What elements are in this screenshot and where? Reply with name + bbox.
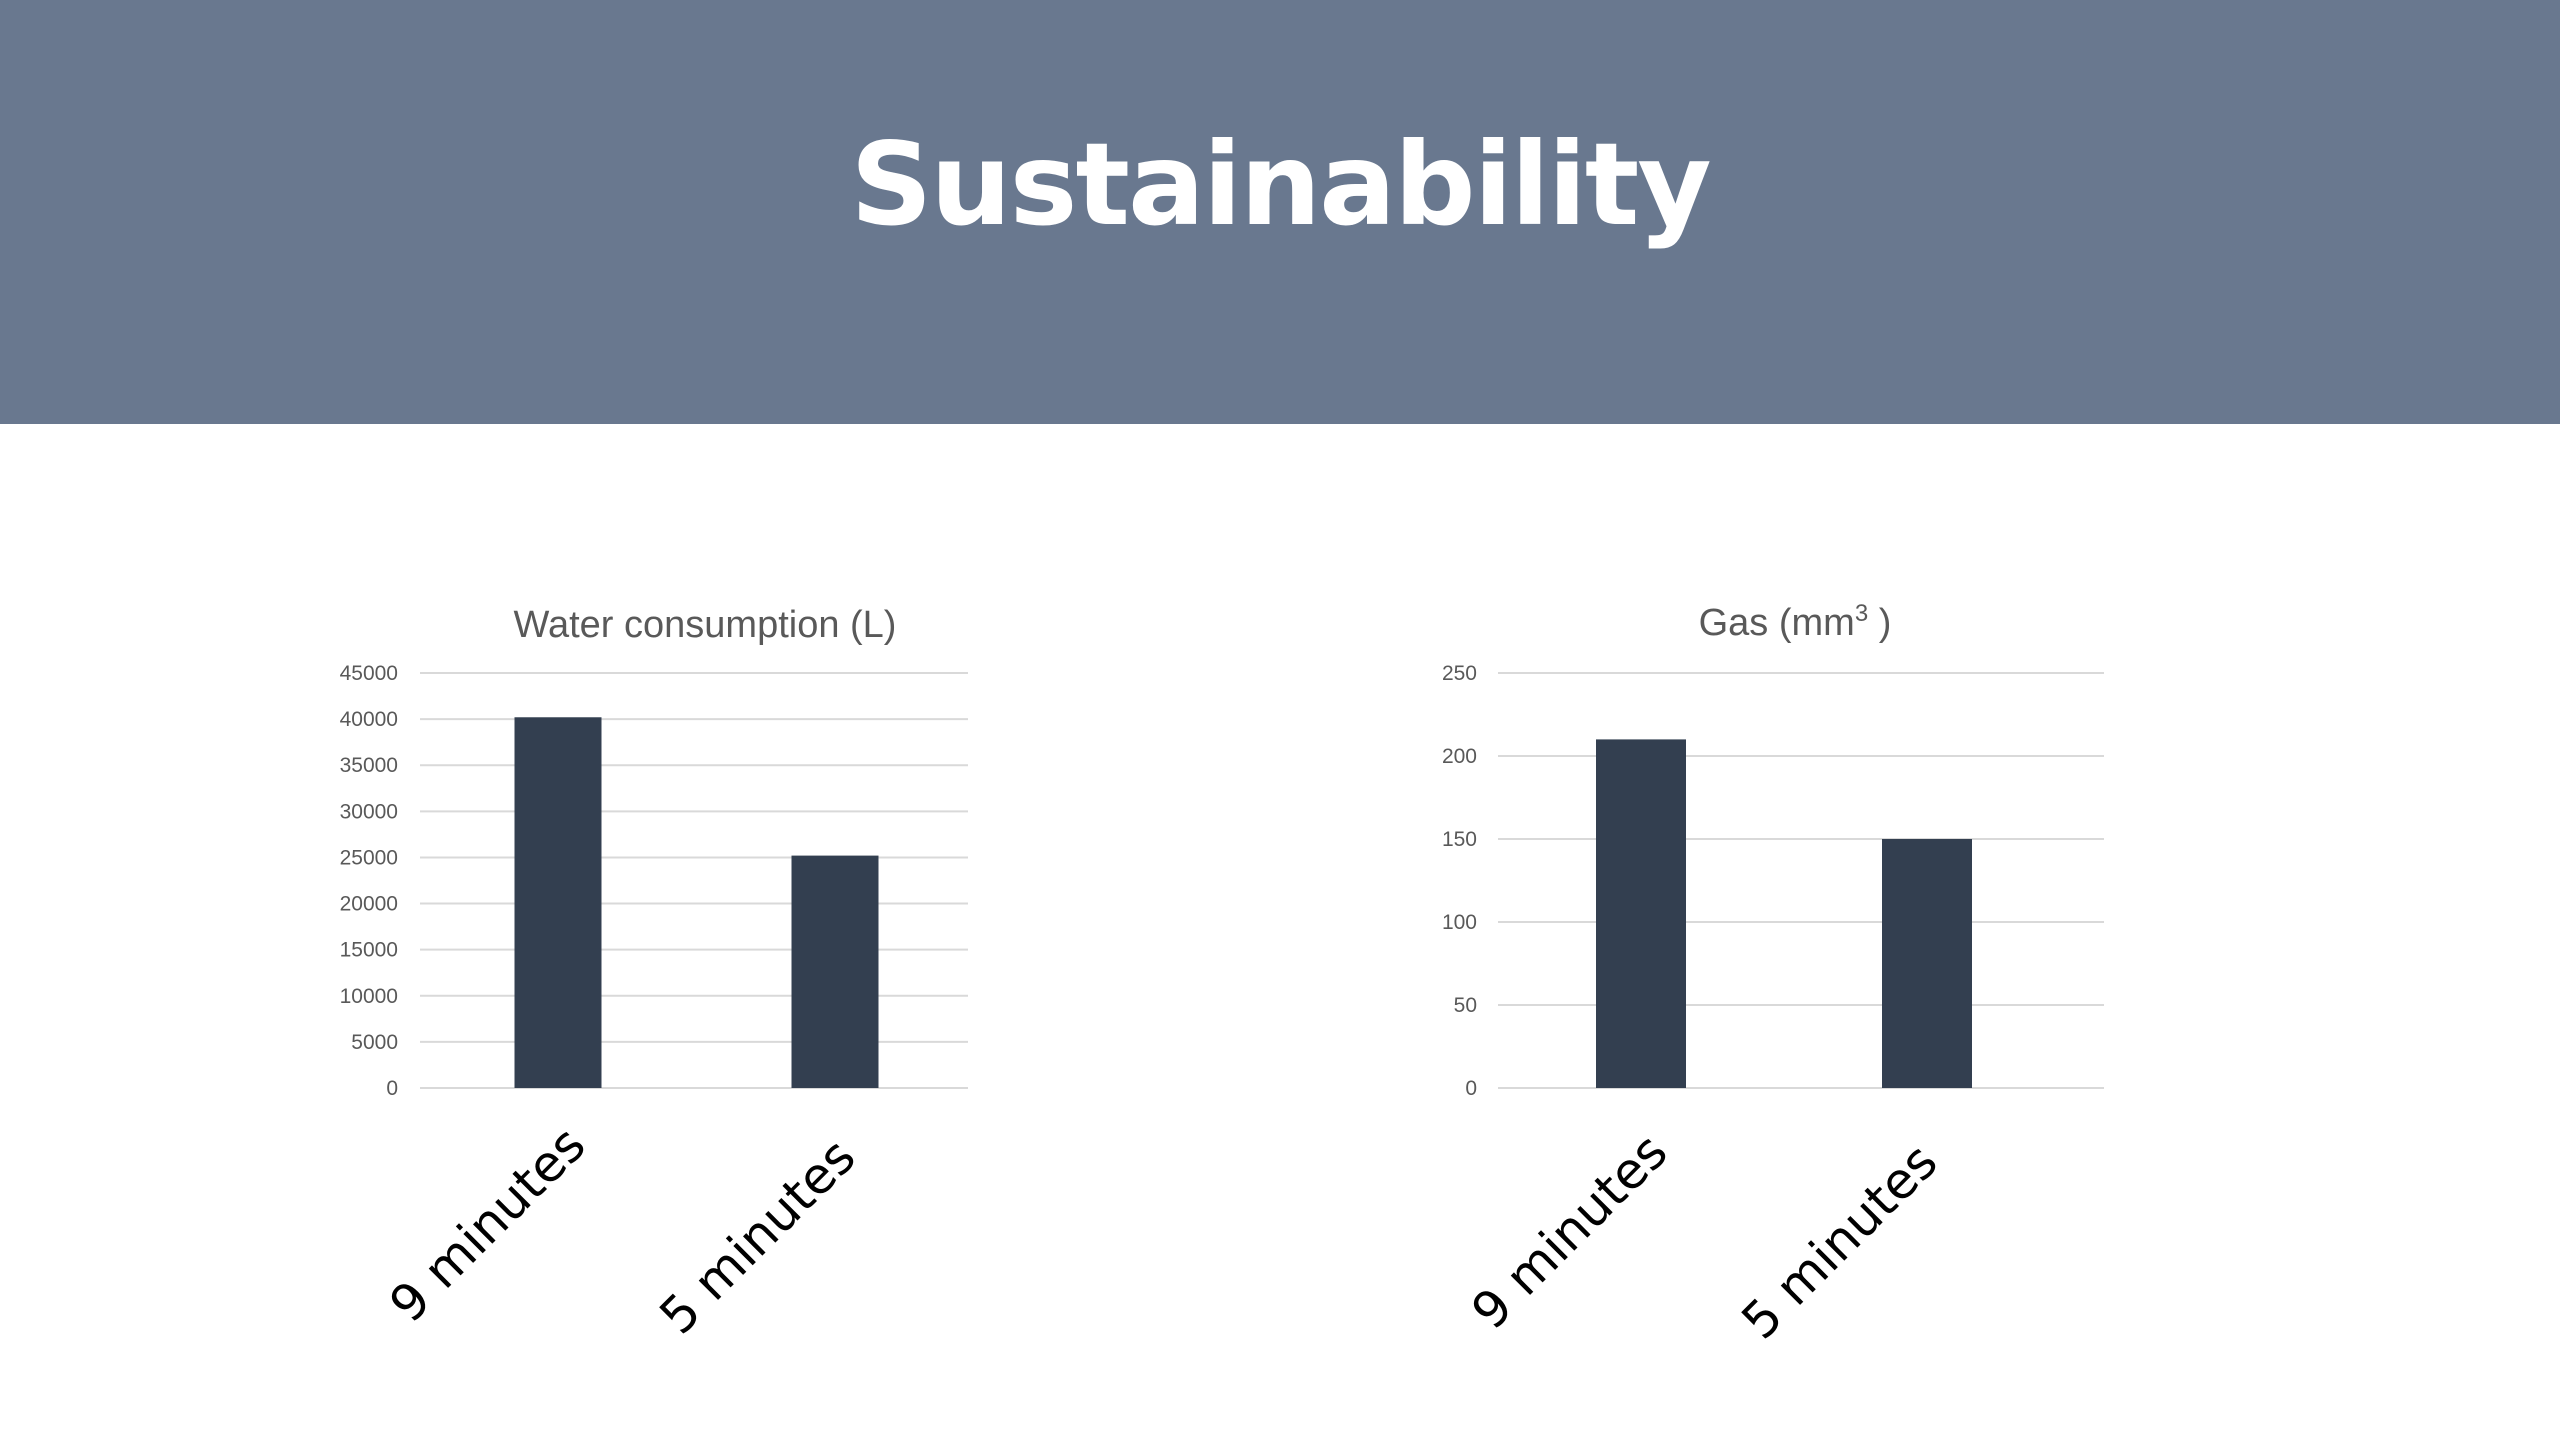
- water-tick-label-7: 35000: [340, 754, 398, 777]
- gas-tick-label-5: 250: [1442, 662, 1477, 685]
- gas-chart-bars: [1596, 739, 1972, 1088]
- water-chart-gridlines: [420, 672, 968, 1089]
- water-tick-label-6: 30000: [340, 800, 398, 823]
- water-tick-label-5: 25000: [340, 846, 398, 869]
- gas-chart-gridlines: [1498, 672, 2104, 1089]
- water-bar-0: [514, 717, 602, 1088]
- gas-tick-label-3: 150: [1442, 828, 1477, 851]
- gas-bar-0: [1596, 739, 1686, 1088]
- water-chart-bars: [514, 717, 879, 1088]
- gas-chart-categories: 9 minutes 5 minutes: [1461, 1122, 1949, 1350]
- water-category-label-0: 9 minutes: [379, 1115, 597, 1333]
- water-tick-label-2: 10000: [340, 985, 398, 1008]
- water-tick-label-4: 20000: [340, 893, 398, 916]
- gas-tick-label-4: 200: [1442, 745, 1477, 768]
- gas-chart-y-ticks: 0 50 100 150 200 250: [1442, 662, 1477, 1100]
- water-chart-categories: 9 minutes 5 minutes: [379, 1115, 867, 1345]
- gas-category-label-1: 5 minutes: [1731, 1132, 1949, 1350]
- slide-title: Sustainability: [850, 118, 1711, 251]
- gas-chart-title-main: Gas (mm: [1699, 602, 1855, 644]
- gas-tick-label-2: 100: [1442, 911, 1477, 934]
- water-consumption-chart: Water consumption (L) 0 5000 10000 15000 200…: [340, 604, 968, 1345]
- gas-tick-label-1: 50: [1454, 994, 1477, 1017]
- gas-chart-title: Gas (mm3 ): [1699, 600, 1892, 644]
- gas-bar-1: [1882, 839, 1972, 1088]
- water-tick-label-1: 5000: [351, 1031, 398, 1054]
- water-tick-label-0: 0: [386, 1077, 398, 1100]
- water-tick-label-3: 15000: [340, 939, 398, 962]
- water-chart-title: Water consumption (L): [514, 604, 897, 646]
- gas-chart: Gas (mm3 ) 0 50 100 150 200 250 9 minutes 5 mi…: [1442, 600, 2104, 1350]
- gas-tick-label-0: 0: [1465, 1077, 1477, 1100]
- water-tick-label-9: 45000: [340, 662, 398, 685]
- water-category-label-1: 5 minutes: [649, 1127, 867, 1345]
- header-band: [0, 0, 2560, 424]
- water-tick-label-8: 40000: [340, 708, 398, 731]
- gas-chart-title-superscript: 3: [1855, 600, 1868, 627]
- gas-chart-title-suffix: ): [1868, 602, 1891, 644]
- water-chart-y-ticks: 0 5000 10000 15000 20000 25000 30000 35000 40000…: [340, 662, 398, 1100]
- water-bar-1: [791, 855, 879, 1088]
- gas-category-label-0: 9 minutes: [1461, 1122, 1679, 1340]
